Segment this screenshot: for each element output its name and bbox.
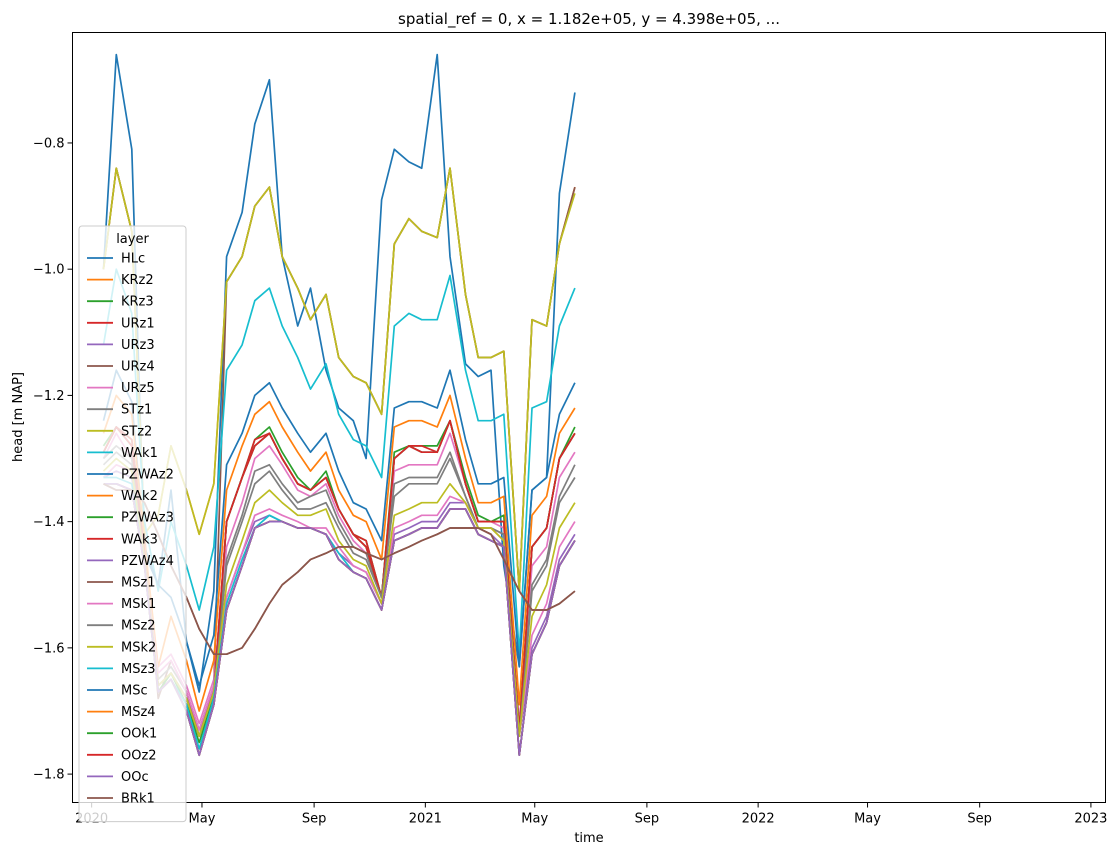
legend-entry: PZWAz2	[121, 468, 174, 483]
legend-entry: STz2	[121, 424, 152, 439]
x-tick-label: 2021	[409, 812, 442, 827]
legend-entry: STz1	[121, 403, 152, 418]
legend-entry: PZWAz4	[121, 554, 174, 569]
y-tick-label: −0.8	[33, 136, 65, 151]
legend-entry: KRz3	[121, 295, 154, 310]
legend-entry: MSz1	[121, 576, 156, 591]
y-tick-label: −1.0	[33, 263, 65, 278]
y-axis: −1.8 −1.6 −1.4 −1.2 −1.0 −0.8	[33, 136, 73, 783]
x-tick-label: 2023	[1074, 812, 1107, 827]
legend-entry: MSc	[121, 684, 148, 699]
x-tick-label: Sep	[967, 812, 992, 827]
y-tick-label: −1.4	[33, 515, 65, 530]
legend-entry: WAk1	[121, 446, 158, 461]
x-axis: 2020MaySep2021MaySep2022MaySep2023	[75, 802, 1107, 827]
x-tick-label: 2022	[742, 812, 775, 827]
x-tick-label: May	[189, 812, 216, 827]
y-tick-label: −1.8	[33, 768, 65, 783]
chart-title: spatial_ref = 0, x = 1.182e+05, y = 4.39…	[398, 10, 780, 29]
legend-entry: OOk1	[121, 727, 157, 742]
x-tick-label: Sep	[302, 812, 327, 827]
legend: layer HLc KRz2 KRz3 URz1 URz3 URz4 URz5 STz1 STz2…	[78, 225, 187, 823]
legend-entry: OOz2	[121, 748, 157, 763]
legend-entry: URz4	[121, 360, 155, 375]
legend-entry: WAk3	[121, 532, 158, 547]
x-tick-label: May	[854, 812, 881, 827]
legend-entry: KRz2	[121, 273, 154, 288]
y-tick-label: −1.6	[33, 641, 65, 656]
x-tick-label: May	[521, 812, 548, 827]
legend-entry: URz1	[121, 316, 155, 331]
legend-entry: BRk1	[121, 792, 155, 807]
legend-entry: OOc	[121, 770, 149, 785]
legend-entry: MSz2	[121, 619, 156, 634]
y-tick-label: −1.2	[33, 389, 65, 404]
legend-title: layer	[116, 232, 149, 247]
legend-entry: WAk2	[121, 489, 158, 504]
x-tick-label: Sep	[635, 812, 660, 827]
legend-entry: URz5	[121, 381, 155, 396]
plot-frame	[72, 32, 1106, 803]
legend-entry: MSk2	[121, 640, 156, 655]
legend-box	[78, 225, 187, 823]
legend-entry: PZWAz3	[121, 511, 174, 526]
legend-entry: MSz3	[121, 662, 156, 677]
legend-entry: MSz4	[121, 705, 156, 720]
legend-entry: MSk1	[121, 597, 156, 612]
legend-entry: HLc	[121, 252, 145, 267]
legend-entry: URz3	[121, 338, 155, 353]
y-axis-label: head [m NAP]	[11, 372, 26, 462]
x-axis-label: time	[574, 831, 603, 846]
